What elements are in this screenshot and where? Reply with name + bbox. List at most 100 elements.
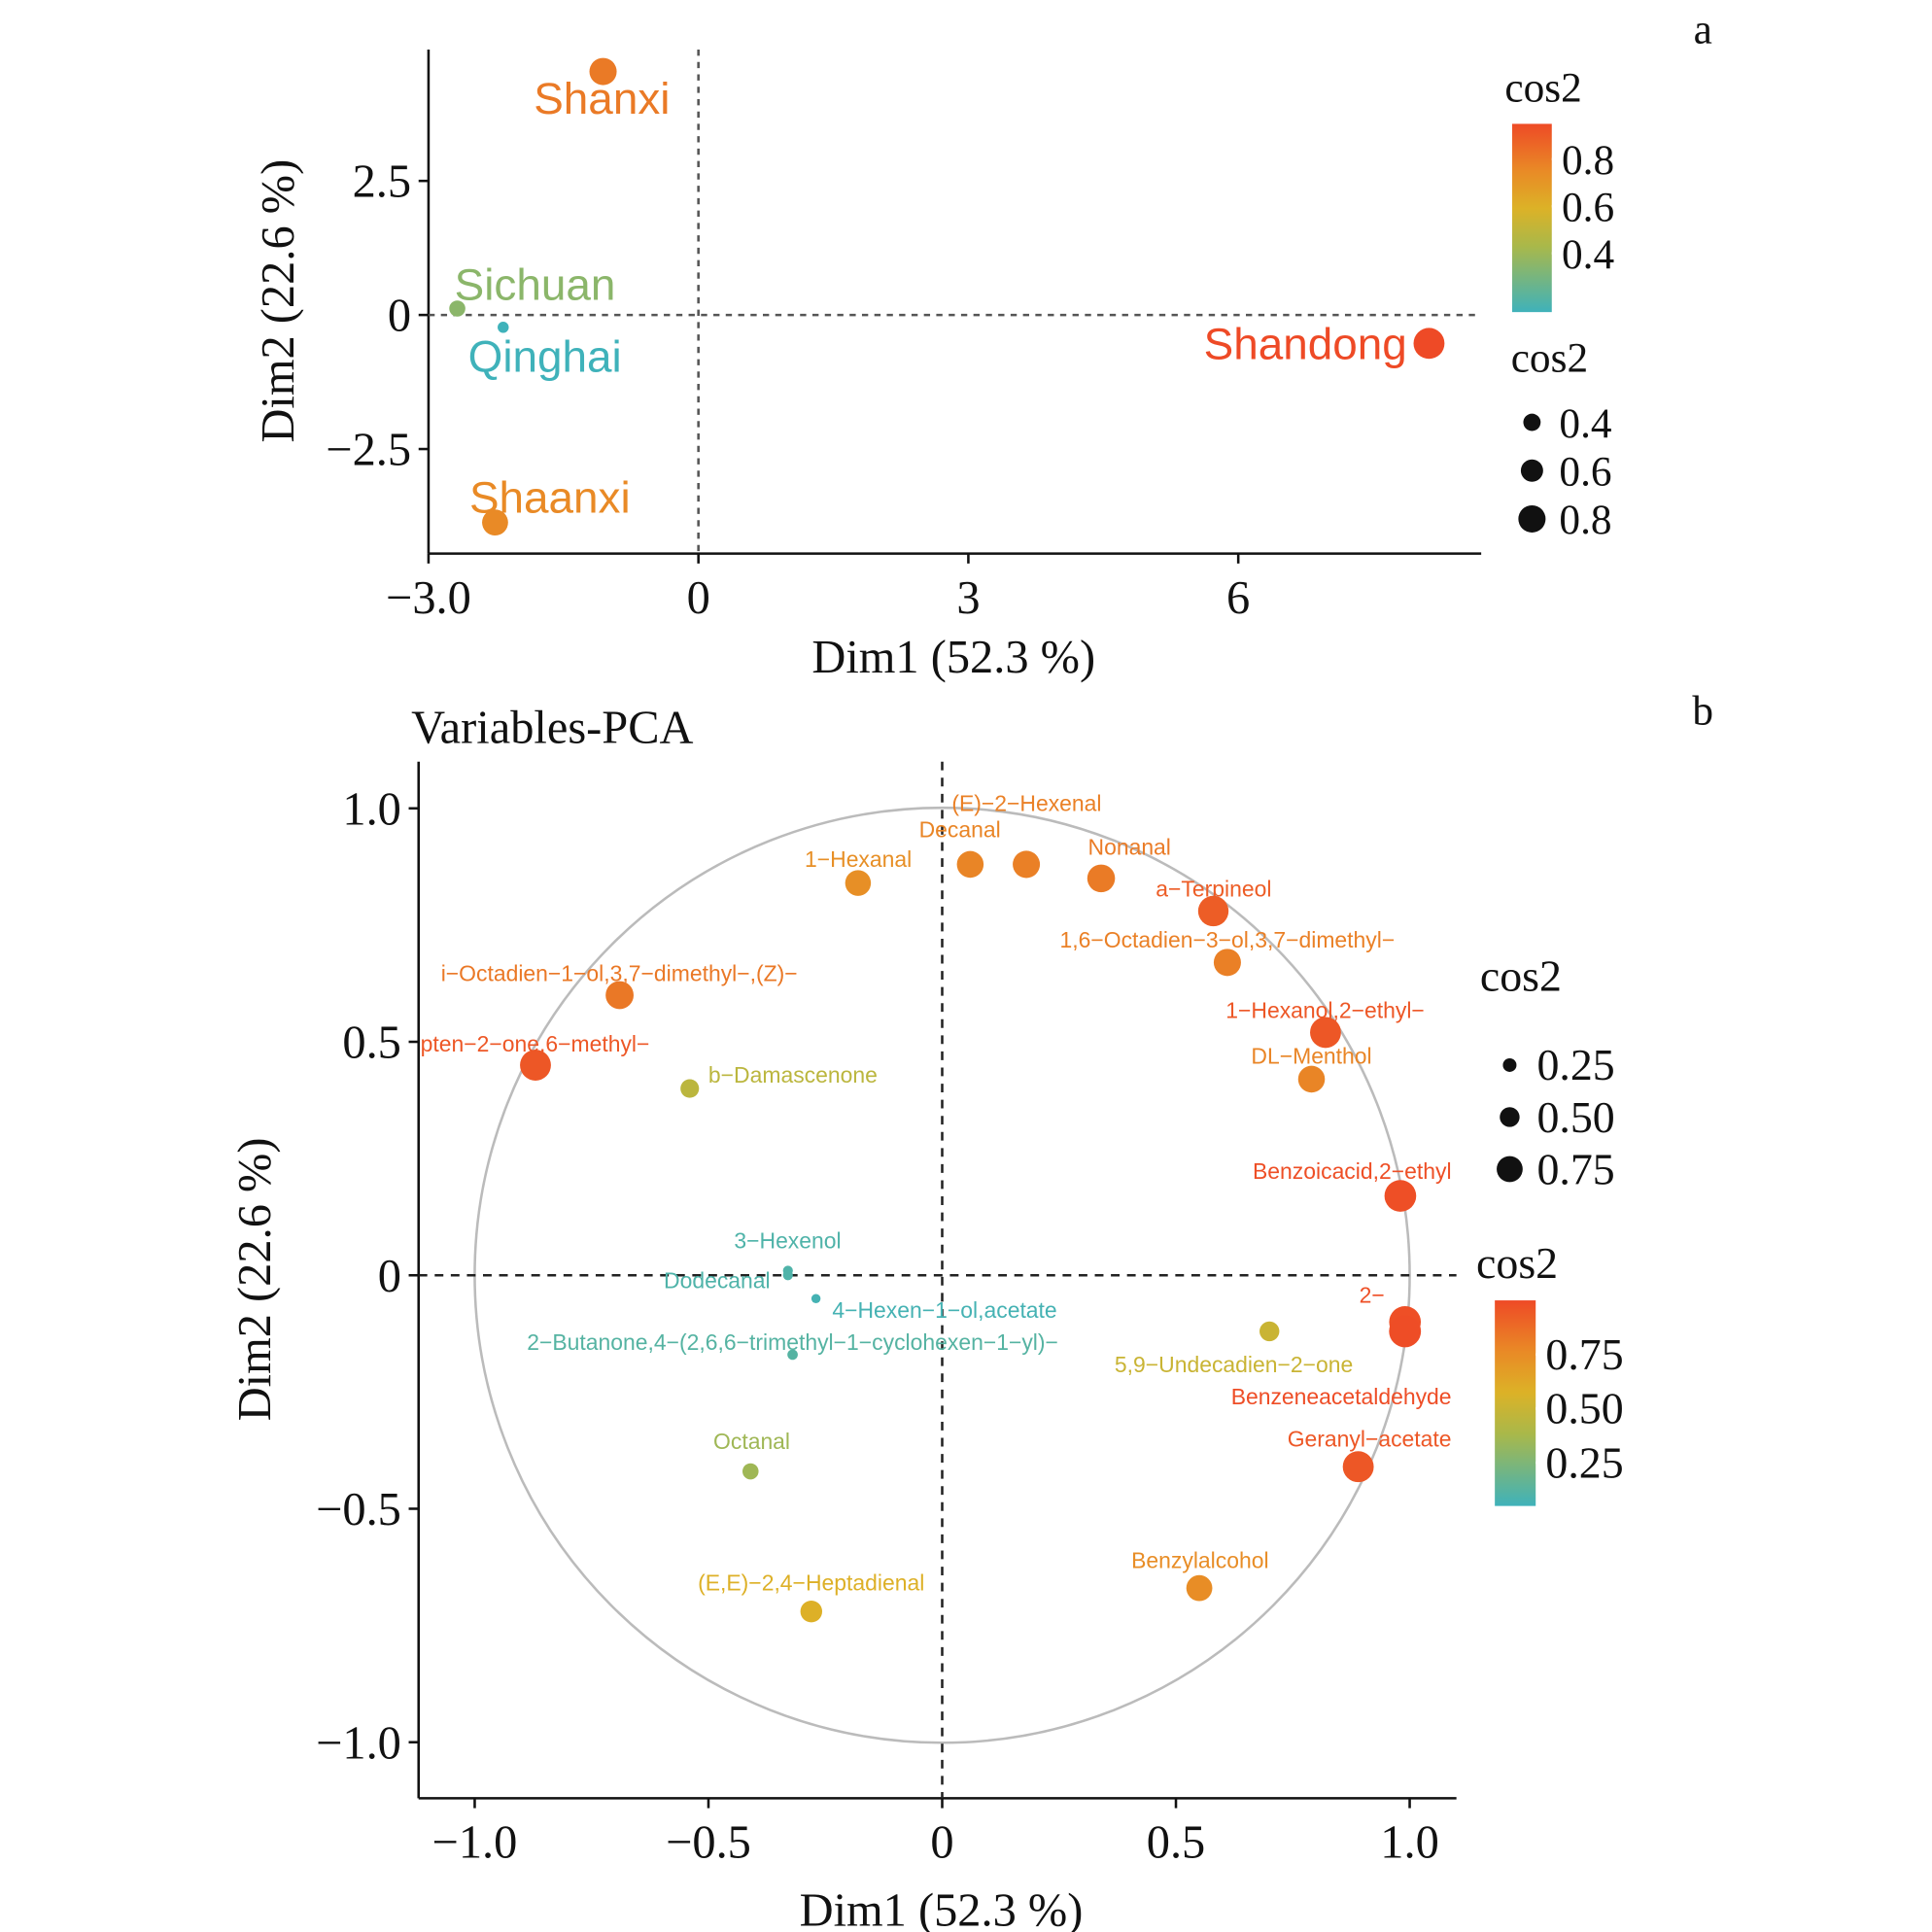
y-axis-title: Dim2 (22.6 %)	[253, 159, 304, 443]
point-marker	[605, 981, 634, 1010]
point-marker	[1389, 1315, 1422, 1348]
point-label: a−Terpineol	[1156, 877, 1271, 902]
point-label: Benzoicacid,2−ethyl	[1253, 1158, 1452, 1184]
point-marker	[589, 57, 617, 86]
panel-b: b Variables-PCA −1.0 −0.5 0 0.5 1.0 −1.0 −0.5 0…	[229, 688, 1713, 1932]
point-label: Benzeneacetaldehyde	[1231, 1384, 1452, 1409]
y-tick-label: 0	[388, 291, 411, 342]
x-tick-label: 0	[930, 1817, 953, 1869]
x-tick-label: −0.5	[666, 1817, 751, 1869]
point-label: i−Octadien−1−ol,3,7−dimethyl−,(Z)−	[441, 960, 798, 985]
point-label: Shaanxi	[469, 472, 631, 523]
data-point: Shanxi	[534, 57, 670, 123]
point-label: Sichuan	[455, 259, 616, 309]
chart-title: Variables-PCA	[411, 703, 693, 754]
data-point: i−Octadien−1−ol,3,7−dimethyl−,(Z)−	[441, 960, 798, 1010]
point-marker	[1087, 864, 1116, 893]
data-point: Decanal	[919, 816, 1001, 879]
point-marker	[845, 870, 872, 896]
data-point: b−Damascenone	[680, 1062, 878, 1098]
point-marker	[1413, 328, 1445, 360]
size-legend-dot	[1520, 459, 1543, 482]
color-legend-bar	[1495, 1300, 1536, 1506]
size-legend-label: 0.6	[1559, 449, 1611, 496]
point-marker	[1342, 1451, 1374, 1483]
point-label: Dodecanal	[664, 1267, 771, 1293]
point-marker	[449, 300, 466, 317]
color-legend-bar	[1511, 123, 1552, 313]
size-legend-label: 0.25	[1536, 1040, 1614, 1089]
data-point: (E)−2−Hexenal	[951, 791, 1102, 879]
x-axis-title: Dim1 (52.3 %)	[800, 1885, 1084, 1932]
point-marker	[1310, 1017, 1341, 1049]
point-label: 1−Hexanal	[805, 846, 912, 872]
point-label: 4−Hexen−1−ol,acetate	[832, 1297, 1056, 1323]
point-label: 1,6−Octadien−3−ol,3,7−dimethyl−	[1060, 927, 1396, 952]
color-legend-label: 0.25	[1545, 1437, 1623, 1487]
data-point: 5,9−Undecadien−2−one	[1115, 1321, 1353, 1377]
size-legend-dot	[1502, 1057, 1517, 1072]
data-point: Nonanal	[1087, 834, 1171, 893]
size-legend-dot	[1518, 504, 1546, 533]
point-marker	[800, 1600, 823, 1623]
data-point: Dodecanal	[664, 1267, 793, 1293]
color-legend-label: 0.75	[1545, 1329, 1623, 1379]
y-tick-label: 0	[378, 1251, 401, 1302]
color-legend-label: 0.50	[1545, 1384, 1623, 1433]
point-marker	[1384, 1180, 1417, 1212]
point-label: 2−	[1360, 1283, 1385, 1308]
point-label: (E,E)−2,4−Heptadienal	[698, 1570, 924, 1595]
x-tick-label: 6	[1226, 572, 1250, 624]
data-point: Qinghai	[468, 322, 622, 381]
point-marker	[680, 1079, 700, 1098]
data-point: Geranyl−acetate	[1288, 1426, 1452, 1483]
data-point: (E,E)−2,4−Heptadienal	[698, 1570, 924, 1623]
size-legend-label: 0.8	[1559, 497, 1611, 543]
data-point: a−Terpineol	[1156, 877, 1271, 927]
point-marker	[782, 1270, 793, 1281]
y-tick-label: −2.5	[326, 425, 411, 476]
size-legend-label: 0.50	[1536, 1092, 1614, 1142]
point-label: Shandong	[1204, 319, 1407, 369]
point-label: Octanal	[713, 1429, 790, 1454]
point-marker	[1013, 850, 1041, 879]
point-label: 2−Butanone,4−(2,6,6−trimethyl−1−cyclohex…	[527, 1329, 1058, 1355]
point-label: DL−Menthol	[1251, 1044, 1371, 1069]
point-marker	[956, 850, 984, 879]
point-label: Decanal	[919, 816, 1001, 842]
color-legend-title: cos2	[1476, 1238, 1558, 1288]
data-point: DL−Menthol	[1251, 1044, 1372, 1093]
point-label: 3−Hexenol	[734, 1228, 841, 1254]
data-point: 4−Hexen−1−ol,acetate	[811, 1294, 1057, 1323]
size-legend-title: cos2	[1480, 950, 1562, 1000]
point-label: Geranyl−acetate	[1288, 1426, 1452, 1451]
y-tick-label: 1.0	[342, 783, 401, 835]
size-legend-dot	[1500, 1107, 1520, 1127]
data-point: pten−2−one,6−methyl−	[421, 1031, 649, 1081]
point-label: Qinghai	[468, 330, 622, 381]
data-point: 1−Hexanol,2−ethyl−	[1225, 998, 1425, 1049]
data-point: Octanal	[713, 1429, 790, 1480]
size-legend-dot	[1523, 413, 1541, 431]
point-label: Nonanal	[1088, 834, 1171, 859]
data-point: Benzoicacid,2−ethyl	[1253, 1158, 1452, 1212]
y-tick-label: −1.0	[316, 1717, 401, 1769]
panel-a: a −3.0 0 3 6 −2.5 0 2.5 Shanxi Sichuan Qinghai Sh…	[253, 7, 1712, 683]
y-tick-label: 0.5	[342, 1018, 401, 1069]
data-point: 3−Hexenol	[734, 1228, 842, 1276]
x-tick-label: −1.0	[432, 1817, 518, 1869]
point-marker	[1186, 1574, 1213, 1602]
data-point: Shaanxi	[469, 472, 631, 536]
point-label: 1−Hexanol,2−ethyl−	[1225, 998, 1425, 1023]
point-marker	[1213, 949, 1241, 977]
point-marker	[787, 1349, 798, 1361]
point-marker	[1197, 895, 1229, 927]
x-axis-title: Dim1 (52.3 %)	[811, 632, 1095, 683]
y-tick-label: 2.5	[353, 156, 412, 208]
point-label: (E)−2−Hexenal	[951, 791, 1101, 816]
size-legend-label: 0.75	[1536, 1144, 1614, 1193]
x-tick-label: 0	[687, 572, 710, 624]
point-label: Shanxi	[534, 73, 670, 123]
point-marker	[1297, 1065, 1326, 1093]
